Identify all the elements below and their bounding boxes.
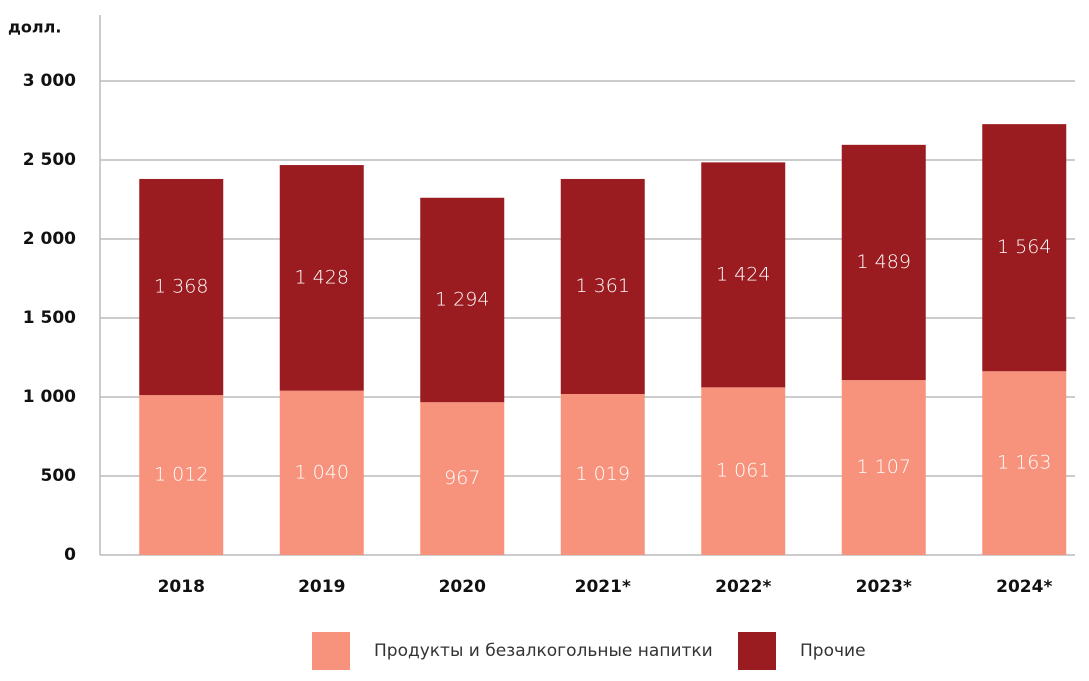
legend-item: Прочие — [738, 632, 866, 670]
data-label: 1 107 — [857, 456, 911, 478]
bar-segment — [982, 124, 1067, 372]
x-tick-label: 2020 — [439, 577, 486, 597]
bar-segment — [420, 402, 505, 555]
y-tick-label: 2 000 — [23, 229, 76, 249]
y-tick-label: 3 000 — [23, 71, 76, 91]
y-tick-label: 2 500 — [23, 150, 76, 170]
y-tick-label: 0 — [64, 545, 76, 565]
bar-segment — [420, 197, 505, 403]
data-label: 967 — [444, 467, 480, 489]
bar-segment — [139, 178, 224, 396]
bar-segment — [279, 165, 364, 391]
x-tick-label: 2021* — [575, 577, 631, 597]
y-tick-label: 500 — [41, 466, 77, 486]
x-tick-label: 2019 — [298, 577, 345, 597]
x-tick-label: 2022* — [715, 577, 771, 597]
data-label: 1 489 — [857, 251, 911, 273]
bar-segment — [701, 387, 786, 555]
data-label: 1 424 — [716, 263, 770, 285]
data-label: 1 061 — [716, 460, 770, 482]
x-tick-label: 2024* — [996, 577, 1052, 597]
data-label: 1 019 — [576, 463, 630, 485]
legend-item: Продукты и безалкогольные напитки — [312, 632, 714, 670]
data-label: 1 428 — [295, 266, 349, 288]
data-label: 1 163 — [997, 452, 1051, 474]
bar-segment — [841, 144, 926, 381]
legend-label: Прочие — [800, 641, 866, 661]
data-label: 1 040 — [295, 461, 349, 483]
legend-swatch — [738, 632, 776, 670]
y-tick-label: 1 500 — [23, 308, 76, 328]
bar-segment — [701, 162, 786, 388]
chart: долл. 0 500 1 000 1 500 2 000 2 500 3 000 2018 1… — [8, 15, 1075, 597]
y-axis-label: долл. — [8, 18, 61, 37]
bar-segment — [560, 393, 645, 555]
legend-label: Продукты и безалкогольные напитки — [374, 641, 713, 661]
bar-segment — [982, 371, 1067, 555]
data-label: 1 564 — [997, 236, 1051, 258]
data-label: 1 361 — [576, 275, 630, 297]
x-tick-label: 2023* — [856, 577, 912, 597]
data-label: 1 368 — [154, 276, 208, 298]
bar-segment — [139, 395, 224, 555]
legend-swatch — [312, 632, 350, 670]
y-tick-label: 1 000 — [23, 387, 76, 407]
data-label: 1 012 — [154, 464, 208, 486]
bar-segment — [841, 380, 926, 555]
x-tick-label: 2018 — [158, 577, 205, 597]
data-label: 1 294 — [435, 288, 489, 310]
bar-segment — [279, 390, 364, 555]
bar-segment — [560, 178, 645, 394]
